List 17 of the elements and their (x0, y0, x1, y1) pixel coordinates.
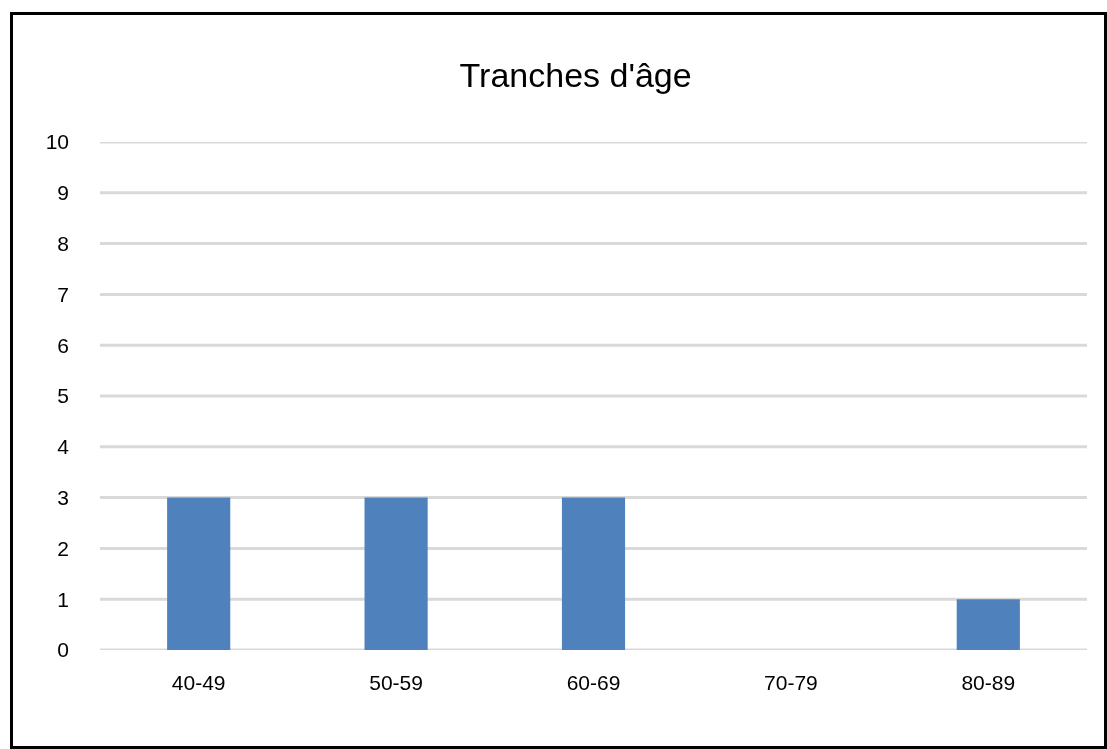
x-tick-label: 40-49 (171, 671, 226, 694)
y-tick-label: 1 (57, 587, 69, 611)
y-tick-label: 6 (57, 333, 69, 357)
y-tick-label: 9 (57, 181, 69, 205)
y-tick-label: 8 (57, 231, 69, 255)
x-tick-label: 70-79 (764, 671, 818, 694)
y-tick-label: 7 (57, 282, 69, 306)
y-tick-label: 2 (57, 536, 69, 560)
y-tick-label: 0 (57, 638, 69, 662)
y-tick-label: 5 (57, 384, 69, 408)
x-tick-label: 80-89 (961, 671, 1016, 694)
x-tick-label: 50-59 (369, 671, 423, 694)
y-tick-label: 10 (45, 130, 69, 154)
y-tick-label: 4 (57, 435, 70, 459)
chart-title: Tranches d'âge (459, 55, 692, 94)
x-tick-label: 60-69 (566, 671, 621, 694)
y-tick-label: 3 (57, 485, 69, 509)
